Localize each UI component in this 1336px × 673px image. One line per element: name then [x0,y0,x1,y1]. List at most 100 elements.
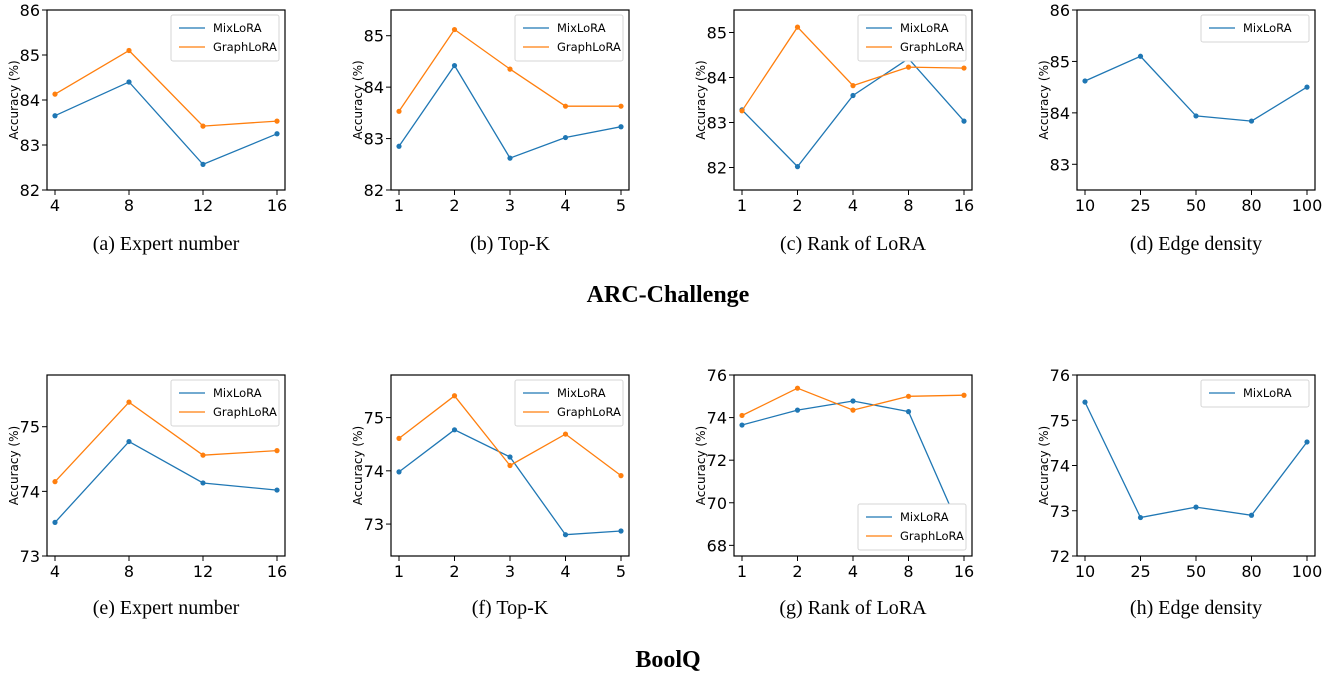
data-point-graphlora [451,26,458,33]
y-tick-label: 75 [20,418,40,437]
x-tick-label: 2 [449,196,459,215]
x-tick-label: 25 [1130,562,1150,581]
y-tick-label: 74 [364,462,384,481]
data-point-mixlora [1082,399,1088,405]
x-tick-label: 16 [267,562,287,581]
y-tick-label: 68 [707,536,727,555]
data-point-mixlora [200,480,206,486]
x-tick-label: 1 [394,196,404,215]
legend-box [857,14,967,62]
data-point-mixlora [451,427,458,433]
data-point-mixlora [52,113,58,119]
x-tick-label: 10 [1075,562,1095,581]
x-tick-label: 100 [1292,196,1323,215]
data-point-graphlora [126,47,132,54]
x-tick-label: 1 [737,196,747,215]
chart-panel-4: 73 74 75 4 8 12 16 Accuracy (%) MixLoRA GraphLoRA… [7,374,287,619]
legend-box [514,14,624,62]
chart-panel-1: 82 83 84 85 1 2 3 4 5 Accuracy (%) MixLoRA GraphLoR… [351,9,630,255]
x-tick-label: 12 [193,196,213,215]
data-point-graphlora [396,435,402,441]
y-axis-label: Accuracy (%) [1037,426,1051,505]
data-point-mixlora [961,118,967,124]
series-line-mixlora [1084,55,1308,122]
series-line-mixlora [398,64,622,159]
panel-caption: (h) Edge density [1130,597,1262,619]
legend-label-mixlora: MixLoRA [213,386,262,400]
x-tick-label: 80 [1241,196,1261,215]
data-point-graphlora [961,65,967,71]
legend-label-graphlora: GraphLoRA [213,405,277,419]
y-tick-label: 85 [20,46,40,65]
series-line-mixlora [1084,401,1308,519]
y-tick-label: 73 [1050,502,1070,521]
data-point-mixlora [1137,514,1144,521]
x-tick-label: 5 [616,562,626,581]
y-tick-label: 75 [1050,411,1070,430]
data-point-mixlora [905,409,912,415]
legend-label-graphlora: GraphLoRA [213,40,277,54]
y-tick-label: 84 [1050,104,1070,123]
data-point-graphlora [451,393,458,399]
data-point-graphlora [200,123,206,129]
series-line-mixlora [398,429,622,536]
chart-panel-2: 82 83 84 85 1 2 4 8 16 Accuracy (%) MixLoRA GraphLo… [694,9,974,255]
legend-box [170,379,280,427]
data-point-graphlora [507,66,513,72]
x-tick-label: 4 [848,196,858,215]
legend-label-mixlora: MixLoRA [900,510,949,524]
data-point-graphlora [961,392,967,398]
x-tick-label: 8 [903,562,913,581]
legend-label-graphlora: GraphLoRA [900,529,964,543]
x-tick-label: 50 [1186,196,1206,215]
x-tick-label: 5 [616,196,626,215]
y-tick-label: 72 [707,451,727,470]
y-tick-label: 76 [1050,366,1070,385]
legend-label-mixlora: MixLoRA [1243,21,1292,35]
legend-label-graphlora: GraphLoRA [557,405,621,419]
data-point-mixlora [1248,512,1255,518]
y-tick-label: 83 [1050,155,1070,174]
y-tick-label: 70 [707,494,727,513]
y-tick-label: 74 [1050,457,1070,476]
group-title-arc: ARC-Challenge [587,282,750,308]
data-point-graphlora [794,24,801,30]
data-point-graphlora [126,399,132,405]
legend-box [170,14,280,62]
data-point-graphlora [274,118,280,124]
x-tick-label: 50 [1186,562,1206,581]
y-tick-label: 85 [364,27,384,46]
data-point-mixlora [739,422,745,428]
chart-panel-0: 82 83 84 85 86 4 8 12 16 Accuracy (%) MixLoRA Graph… [7,1,287,255]
chart-panel-7: 72 73 74 75 76 10 25 50 80 100 Accuracy (%) MixLoRA… [1037,366,1322,619]
y-axis-label: Accuracy (%) [694,60,708,139]
y-tick-label: 85 [1050,52,1070,71]
y-tick-label: 74 [707,409,727,428]
x-tick-label: 1 [737,562,747,581]
data-point-mixlora [126,79,132,85]
panel-caption: (g) Rank of LoRA [779,597,927,619]
data-point-graphlora [562,431,569,437]
y-axis-label: Accuracy (%) [1037,60,1051,139]
y-tick-label: 86 [20,1,40,20]
legend-box [1200,14,1310,43]
panel-caption: (a) Expert number [93,233,240,255]
data-point-graphlora [396,108,402,114]
y-axis-label: Accuracy (%) [7,426,21,505]
data-point-mixlora [850,398,856,404]
legend-label-mixlora: MixLoRA [557,386,606,400]
x-tick-label: 10 [1075,196,1095,215]
data-point-mixlora [1248,118,1255,124]
x-tick-label: 4 [50,196,60,215]
y-tick-label: 72 [1050,547,1070,566]
x-tick-label: 8 [124,562,134,581]
x-tick-label: 12 [193,562,213,581]
data-point-mixlora [850,92,856,99]
x-tick-label: 100 [1292,562,1323,581]
x-tick-label: 4 [50,562,60,581]
data-point-graphlora [905,393,912,399]
y-axis-label: Accuracy (%) [7,60,21,139]
data-point-mixlora [1304,439,1310,445]
series-line-mixlora [741,57,965,168]
